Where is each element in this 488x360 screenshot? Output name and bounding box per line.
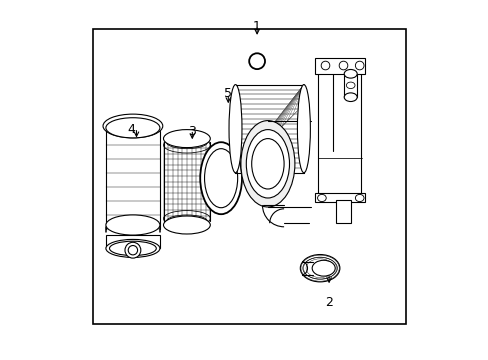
Bar xyxy=(314,193,365,202)
Bar xyxy=(314,58,365,74)
Ellipse shape xyxy=(344,69,356,78)
Ellipse shape xyxy=(297,85,310,173)
Ellipse shape xyxy=(200,142,242,214)
Ellipse shape xyxy=(241,121,294,207)
Text: 1: 1 xyxy=(253,21,261,33)
Bar xyxy=(344,74,356,97)
Ellipse shape xyxy=(128,246,137,255)
Ellipse shape xyxy=(311,260,335,276)
Ellipse shape xyxy=(355,61,363,70)
Ellipse shape xyxy=(246,130,289,198)
Text: 3: 3 xyxy=(188,125,196,138)
Text: 4: 4 xyxy=(127,123,135,136)
Ellipse shape xyxy=(106,215,160,235)
Ellipse shape xyxy=(106,118,160,138)
Ellipse shape xyxy=(317,194,325,202)
Ellipse shape xyxy=(163,130,210,148)
Ellipse shape xyxy=(300,255,339,282)
Text: 5: 5 xyxy=(224,87,232,100)
Bar xyxy=(336,200,350,223)
Text: 2: 2 xyxy=(325,296,332,309)
Ellipse shape xyxy=(355,194,363,202)
Ellipse shape xyxy=(344,93,356,102)
Ellipse shape xyxy=(109,241,156,256)
Bar xyxy=(106,235,160,248)
Bar xyxy=(93,29,406,324)
Ellipse shape xyxy=(251,139,284,189)
Ellipse shape xyxy=(106,239,160,257)
Ellipse shape xyxy=(228,85,242,173)
Ellipse shape xyxy=(125,242,141,258)
Ellipse shape xyxy=(163,216,210,234)
Bar xyxy=(318,72,361,194)
Ellipse shape xyxy=(339,61,347,70)
Ellipse shape xyxy=(249,53,264,69)
Ellipse shape xyxy=(321,61,329,70)
